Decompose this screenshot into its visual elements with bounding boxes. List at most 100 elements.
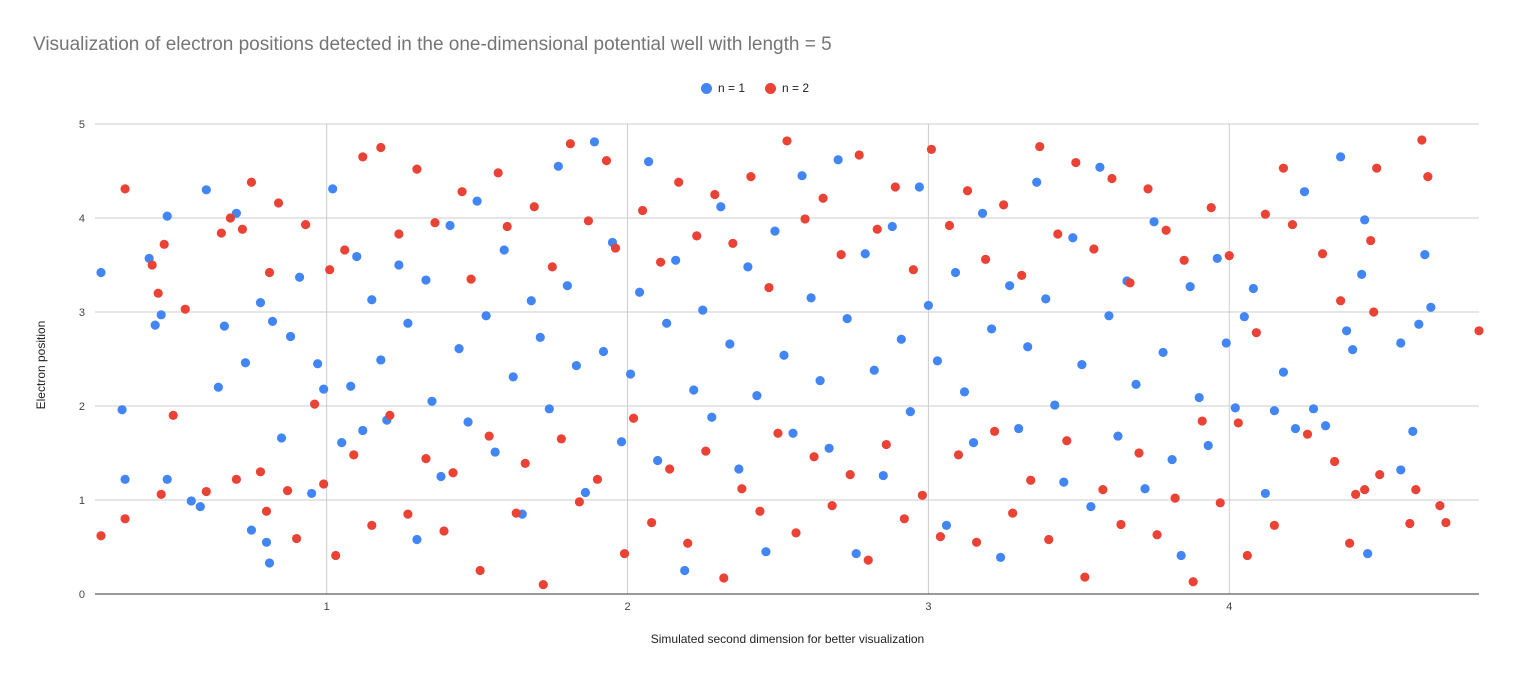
data-point-n1 — [1095, 162, 1105, 172]
legend: n = 1 n = 2 — [0, 79, 1515, 97]
data-point-n2 — [246, 177, 257, 187]
data-point-n1 — [887, 221, 897, 232]
data-point-n1 — [1336, 152, 1346, 162]
data-point-n1 — [376, 355, 386, 365]
data-point-n2 — [376, 142, 386, 153]
data-point-n2 — [1329, 456, 1340, 467]
data-point-n2 — [231, 474, 242, 484]
y-tick-label: 2 — [79, 401, 85, 413]
data-point-n1 — [1203, 440, 1213, 451]
data-point-n2 — [1302, 429, 1313, 439]
data-point-n1 — [294, 272, 305, 282]
data-point-n2 — [917, 490, 927, 500]
data-point-n2 — [953, 450, 964, 460]
data-point-n2 — [310, 399, 320, 409]
data-point-n2 — [836, 250, 846, 260]
data-point-n1 — [472, 196, 482, 206]
data-point-n1 — [616, 437, 627, 447]
data-point-n2 — [656, 257, 666, 267]
data-point-n1 — [195, 501, 205, 512]
data-point-n1 — [851, 548, 861, 559]
data-point-n1 — [162, 211, 172, 221]
data-point-n2 — [1435, 501, 1445, 511]
data-point-n2 — [755, 506, 765, 516]
data-point-n2 — [601, 156, 612, 166]
legend-marker-n1 — [701, 82, 712, 94]
data-point-n2 — [1287, 219, 1298, 230]
data-point-n2 — [665, 464, 675, 474]
data-point-n1 — [1068, 233, 1078, 243]
data-point-n1 — [842, 313, 852, 324]
data-point-n2 — [710, 189, 720, 200]
data-point-n1 — [1167, 454, 1177, 465]
data-point-n1 — [1041, 294, 1051, 304]
data-point-n2 — [180, 304, 190, 314]
data-point-n1 — [571, 360, 581, 371]
data-point-n2 — [728, 238, 738, 248]
data-point-n1 — [589, 137, 600, 147]
data-point-n1 — [968, 438, 979, 448]
data-point-n2 — [331, 550, 341, 561]
data-point-n1 — [716, 202, 726, 212]
data-point-n1 — [860, 249, 870, 259]
data-point-n1 — [117, 405, 127, 415]
data-point-n2 — [565, 139, 575, 149]
data-point-n2 — [1089, 244, 1099, 254]
y-tick-label: 3 — [79, 307, 85, 319]
data-point-n1 — [1269, 406, 1280, 416]
data-point-n1 — [337, 438, 347, 448]
data-point-n2 — [1242, 550, 1252, 561]
data-point-n2 — [692, 231, 702, 241]
data-point-n1 — [761, 547, 771, 557]
data-point-n1 — [490, 447, 500, 457]
data-point-n1 — [526, 296, 536, 306]
data-point-n2 — [574, 497, 585, 507]
data-point-n1 — [1059, 477, 1069, 487]
data-point-n2 — [1441, 517, 1451, 528]
x-tick-label: 1 — [324, 601, 330, 613]
data-point-n2 — [962, 186, 973, 196]
data-point-n2 — [1161, 225, 1171, 235]
data-point-n1 — [1426, 302, 1436, 312]
data-point-n2 — [457, 187, 467, 197]
data-point-n1 — [725, 339, 735, 349]
data-point-n2 — [1215, 498, 1225, 508]
data-point-n2 — [1170, 493, 1180, 503]
data-point-n2 — [1179, 255, 1189, 265]
y-tick-label: 1 — [79, 495, 85, 507]
data-point-n2 — [782, 136, 792, 146]
data-point-n1 — [352, 251, 362, 262]
data-point-n1 — [313, 359, 323, 369]
data-point-n2 — [1411, 485, 1421, 495]
data-point-n1 — [1299, 187, 1310, 197]
legend-item-n2[interactable]: n = 2 — [765, 79, 809, 97]
data-point-n1 — [1260, 488, 1270, 499]
data-point-n1 — [1239, 312, 1249, 322]
data-point-n1 — [977, 208, 988, 218]
data-point-n2 — [1197, 416, 1207, 426]
data-point-n1 — [941, 520, 952, 530]
data-point-n2 — [153, 288, 163, 298]
legend-item-n1[interactable]: n = 1 — [701, 79, 745, 97]
data-point-n2 — [520, 458, 530, 468]
data-point-n2 — [1233, 418, 1243, 428]
data-point-n2 — [225, 213, 235, 223]
data-point-n2 — [746, 172, 756, 182]
data-point-n1 — [1290, 423, 1301, 434]
legend-marker-n2 — [765, 82, 776, 94]
data-point-n2 — [502, 221, 512, 232]
data-point-n1 — [201, 185, 211, 195]
data-point-n2 — [96, 531, 106, 541]
data-point-n1 — [680, 565, 690, 576]
data-point-n2 — [1107, 173, 1117, 184]
data-point-n2 — [1251, 328, 1261, 338]
data-point-n1 — [788, 428, 798, 438]
data-point-n1 — [1185, 282, 1195, 292]
data-point-n2 — [1317, 249, 1328, 259]
data-point-n1 — [463, 417, 473, 427]
data-point-n1 — [285, 331, 296, 342]
data-point-n2 — [529, 202, 539, 212]
data-point-n2 — [547, 262, 557, 272]
data-point-n1 — [689, 385, 699, 395]
